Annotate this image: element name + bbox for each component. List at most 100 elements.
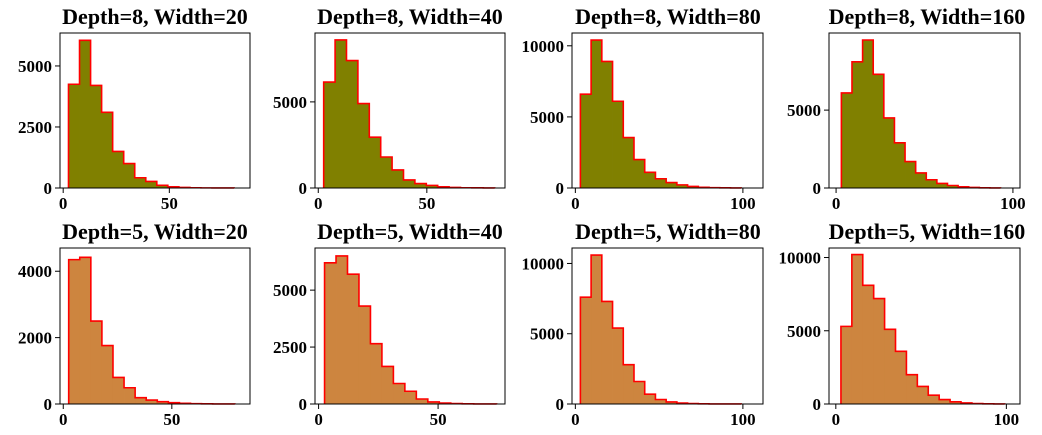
panel-depth8-width80: Depth=8, Width=80 0 100 0 5000 10000 xyxy=(522,4,764,213)
panel-title: Depth=5, Width=40 xyxy=(317,219,503,244)
histogram-bar xyxy=(612,328,624,404)
y-tick-label: 2500 xyxy=(18,118,52,137)
histogram-bar xyxy=(580,297,592,404)
histogram-bar xyxy=(633,381,646,404)
histogram-bar xyxy=(591,255,603,404)
histogram-bar xyxy=(156,185,169,188)
histogram-bar xyxy=(112,377,125,404)
panel-title: Depth=5, Width=20 xyxy=(62,219,248,244)
x-tick-label: 100 xyxy=(730,410,756,429)
panel-title: Depth=8, Width=20 xyxy=(62,4,248,29)
histogram-bar xyxy=(369,137,382,188)
panel-depth8-width20: Depth=8, Width=20 0 50 0 2500 5000 xyxy=(18,4,251,213)
y-tick-label: 0 xyxy=(299,179,308,198)
x-tick-label: 50 xyxy=(163,410,180,429)
y-tick-label: 0 xyxy=(44,179,53,198)
x-tick-label: 100 xyxy=(994,410,1020,429)
histogram-bar xyxy=(873,298,885,404)
histogram-bar xyxy=(851,254,864,404)
histogram-bar xyxy=(591,40,603,188)
histogram-bar xyxy=(426,185,439,188)
histogram-bar xyxy=(370,343,383,404)
histogram-bar xyxy=(124,387,136,404)
histogram-bar xyxy=(101,345,114,404)
y-tick-label: 5000 xyxy=(273,281,307,300)
histogram-bar xyxy=(644,394,656,404)
histogram-bar xyxy=(68,84,80,188)
histogram-bar xyxy=(146,400,158,404)
histogram-bar xyxy=(884,329,896,404)
y-tick-label: 10000 xyxy=(522,254,565,273)
axes-frame xyxy=(314,247,506,405)
x-tick-label: 0 xyxy=(314,194,323,213)
histogram-bar xyxy=(347,274,360,404)
histogram-bar xyxy=(404,391,417,404)
x-tick-label: 100 xyxy=(1000,194,1026,213)
panel-depth5-width40: Depth=5, Width=40 0 50 0 2500 5000 xyxy=(273,219,506,429)
panel-depth8-width160: Depth=8, Width=160 0 100 0 5000 xyxy=(787,4,1026,213)
x-tick-label: 0 xyxy=(314,410,323,429)
histogram-bar xyxy=(427,401,440,404)
y-tick-label: 4000 xyxy=(18,262,52,281)
histogram-bar xyxy=(357,103,370,188)
panel-title: Depth=8, Width=40 xyxy=(317,4,503,29)
y-tick-label: 0 xyxy=(813,179,822,198)
y-tick-label: 0 xyxy=(556,395,565,414)
histogram-bar xyxy=(894,142,906,188)
histogram-bar xyxy=(123,163,136,188)
axes-frame xyxy=(59,32,251,189)
histogram-bar xyxy=(323,82,336,188)
y-tick-label: 5000 xyxy=(273,93,307,112)
x-tick-label: 0 xyxy=(832,194,841,213)
histogram-bar xyxy=(346,60,359,189)
histogram-bar xyxy=(157,401,169,404)
panel-depth8-width40: Depth=8, Width=40 0 50 0 5000 xyxy=(273,4,506,213)
histogram-bar xyxy=(358,306,371,404)
histogram-bar xyxy=(135,397,147,404)
histogram-bar xyxy=(612,101,624,188)
histogram-bar xyxy=(947,185,959,188)
panel-title: Depth=5, Width=160 xyxy=(829,219,1026,244)
histogram-bar xyxy=(905,161,917,188)
histogram-bar xyxy=(862,285,875,404)
histogram-step-outline xyxy=(840,39,1002,189)
axes-frame xyxy=(571,247,764,405)
axes-frame xyxy=(571,32,764,189)
histogram-bar xyxy=(335,39,347,188)
y-tick-label: 2000 xyxy=(18,329,52,348)
histogram-bar xyxy=(112,151,125,188)
histogram-bar xyxy=(655,178,667,188)
histogram-bar xyxy=(145,181,158,188)
histogram-bar xyxy=(939,399,951,404)
x-tick-label: 50 xyxy=(161,194,178,213)
y-tick-label: 0 xyxy=(556,179,565,198)
histogram-bar xyxy=(928,395,940,404)
y-tick-label: 0 xyxy=(813,395,822,414)
histogram-bar xyxy=(915,172,927,188)
histogram-bar xyxy=(623,137,635,188)
x-tick-label: 0 xyxy=(59,194,68,213)
histogram-bar xyxy=(655,399,667,404)
panel-depth5-width20: Depth=5, Width=20 0 50 0 2000 4000 xyxy=(18,219,251,429)
panel-depth5-width80: Depth=5, Width=80 0 100 0 5000 10000 xyxy=(522,219,764,429)
histogram-bar xyxy=(906,374,918,404)
x-tick-label: 0 xyxy=(571,194,580,213)
histogram-bar xyxy=(883,117,895,188)
histogram-bar xyxy=(580,94,592,188)
histogram-bar xyxy=(324,262,337,404)
histogram-bar xyxy=(926,179,938,188)
y-tick-label: 5000 xyxy=(787,101,821,120)
panel-title: Depth=8, Width=160 xyxy=(829,4,1026,29)
histogram-bar xyxy=(79,257,92,404)
x-tick-label: 50 xyxy=(430,410,447,429)
histogram-bar xyxy=(68,259,81,404)
histogram-bar xyxy=(851,61,863,188)
histogram-bar xyxy=(381,366,394,404)
y-tick-label: 5000 xyxy=(18,57,52,76)
x-tick-label: 0 xyxy=(59,410,68,429)
y-tick-label: 5000 xyxy=(530,108,564,127)
histogram-bar xyxy=(623,364,635,404)
histogram-bar xyxy=(666,401,678,404)
y-tick-label: 10000 xyxy=(779,249,822,268)
